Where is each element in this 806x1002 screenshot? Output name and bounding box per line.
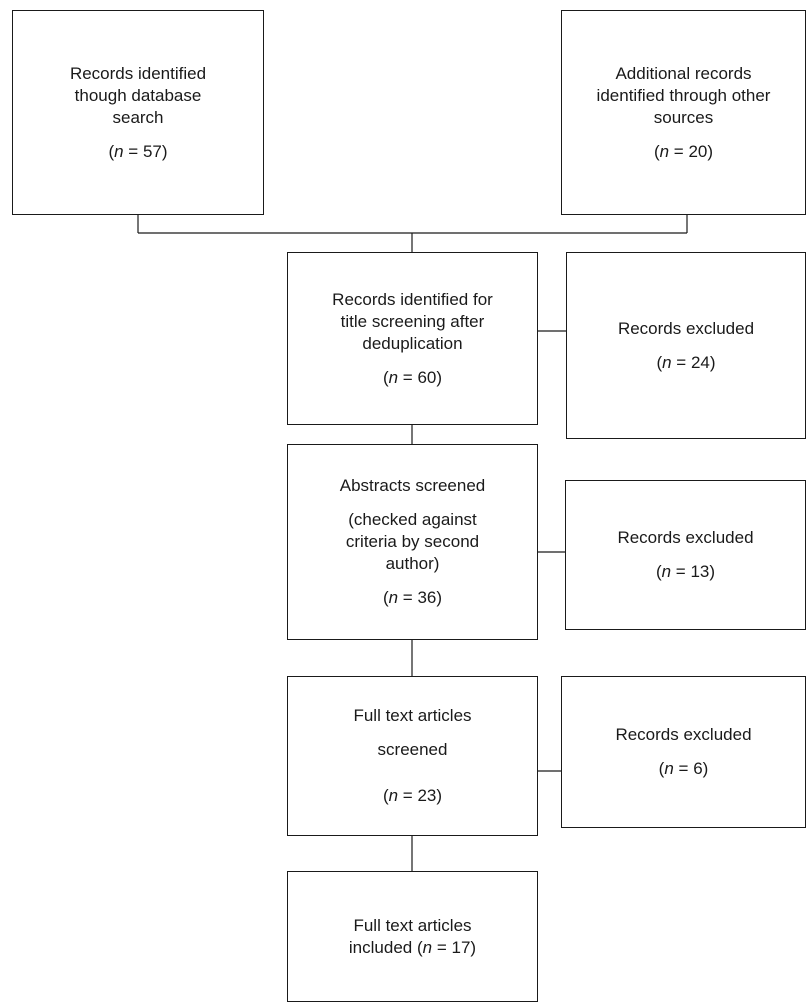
box-abstracts-screened: Abstracts screened (checked against crit… — [287, 444, 538, 640]
box-text-line: (checked against — [348, 510, 477, 529]
record-count: (n = 23) — [382, 786, 443, 805]
box-excluded-full-text: Records excluded (n = 6) — [561, 676, 806, 828]
box-text-line: sources — [653, 107, 714, 127]
record-count: (n = 6) — [658, 759, 709, 778]
box-full-text-included: Full text articles included (n = 17) — [287, 871, 538, 1002]
box-text-line: Additional records — [615, 63, 752, 83]
box-text-line: screened — [377, 740, 448, 759]
box-heading: Abstracts screened — [339, 476, 486, 495]
box-text-line: Records excluded — [615, 725, 752, 744]
record-count: (n = 36) — [382, 588, 443, 607]
box-heading: Full text articles — [353, 706, 472, 725]
box-database-search: Records identified though database searc… — [12, 10, 264, 215]
box-text-line: Records identified — [69, 63, 207, 83]
box-text-line: Full text articles — [353, 915, 472, 935]
box-other-sources: Additional records identified through ot… — [561, 10, 806, 215]
box-excluded-title: Records excluded (n = 24) — [566, 252, 806, 439]
box-text-line: Records excluded — [617, 528, 754, 547]
record-count: (n = 57) — [108, 141, 168, 161]
box-text-line: author) — [385, 554, 440, 573]
box-text-line: title screening after — [340, 311, 485, 331]
record-count: included (n = 17) — [348, 937, 477, 957]
box-text-line: criteria by second — [345, 532, 480, 551]
record-count: (n = 24) — [656, 352, 716, 372]
box-title-screening: Records identified for title screening a… — [287, 252, 538, 425]
box-text-line: though database — [74, 85, 202, 105]
box-excluded-abstracts: Records excluded (n = 13) — [565, 480, 806, 630]
box-text-line: Records identified for — [332, 289, 493, 309]
record-count: (n = 20) — [653, 141, 714, 161]
box-text-line: Records excluded — [617, 318, 755, 338]
box-text-line: identified through other — [596, 85, 771, 105]
box-text-line: deduplication — [362, 333, 463, 353]
record-count: (n = 13) — [655, 562, 716, 581]
box-full-text-screened: Full text articles screened (n = 23) — [287, 676, 538, 836]
box-text-line: search — [112, 107, 164, 127]
record-count: (n = 60) — [382, 367, 443, 387]
